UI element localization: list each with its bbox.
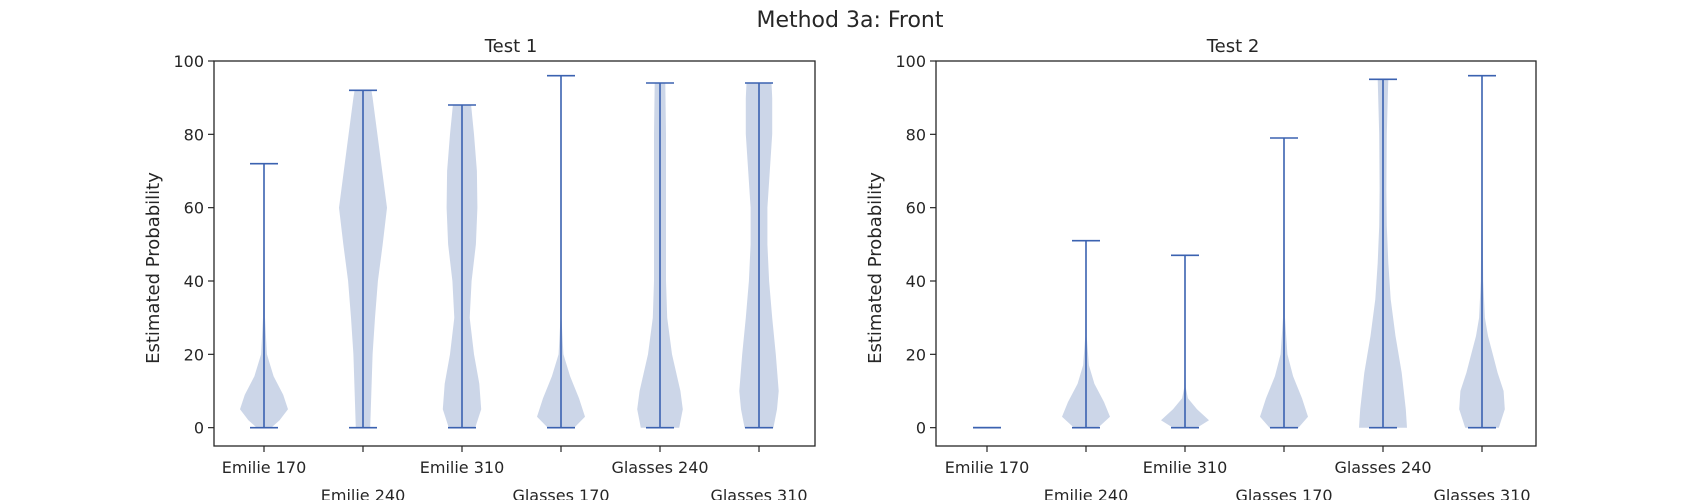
test-1-x-tick-label: Glasses 310: [710, 486, 807, 500]
test-1-y-tick-label: 40: [184, 272, 204, 291]
test-1-y-tick-label: 20: [184, 345, 204, 364]
test-2-x-tick-label: Glasses 240: [1334, 458, 1431, 477]
test-2-y-tick-label: 80: [906, 125, 926, 144]
test-1-y-ticks: 0 20 40 60 80 100: [173, 52, 214, 438]
test-1-x-tick-label: Emilie 240: [321, 486, 406, 500]
test-1-panel: Test 1 Estimated Probability 0 20 40 60 80 10…: [143, 36, 816, 500]
test-1-x-ticks: Emilie 170 Emilie 240 Emilie 310 Glasses 17…: [222, 446, 808, 500]
test-2-y-ticks: 0 20 40 60 80 100: [895, 52, 936, 438]
test-1-title: Test 1: [484, 36, 538, 57]
test-2-axes-frame: [935, 60, 1537, 447]
test-1-x-tick-label: Emilie 310: [420, 458, 505, 477]
test-1-y-tick-label: 0: [194, 419, 204, 438]
test-2-x-tick-label: Emilie 170: [945, 458, 1030, 477]
test-2-x-tick-label: Emilie 310: [1143, 458, 1228, 477]
test-2-panel: Test 2 Estimated Probability 0 20 40 60 80 10…: [865, 36, 1537, 500]
test-2-x-tick-label: Emilie 240: [1044, 486, 1129, 500]
test-2-y-tick-label: 0: [916, 419, 926, 438]
test-2-title: Test 2: [1206, 36, 1260, 57]
test-2-y-tick-label: 100: [895, 52, 926, 71]
test-1-x-tick-label: Glasses 170: [512, 486, 609, 500]
test-1-y-tick-label: 100: [173, 52, 204, 71]
test-2-x-tick-label: Glasses 170: [1235, 486, 1332, 500]
test-2-ylabel: Estimated Probability: [865, 172, 886, 364]
test-1-violins: [240, 74, 779, 429]
figure-title: Method 3a: Front: [756, 8, 943, 33]
test-1-ylabel: Estimated Probability: [143, 172, 164, 364]
test-1-x-tick-label: Glasses 240: [611, 458, 708, 477]
test-1-y-tick-label: 60: [184, 199, 204, 218]
test-2-y-tick-label: 40: [906, 272, 926, 291]
test-2-y-tick-label: 20: [906, 345, 926, 364]
test-1-y-tick-label: 80: [184, 125, 204, 144]
test-2-x-tick-label: Glasses 310: [1433, 486, 1530, 500]
test-1-x-tick-label: Emilie 170: [222, 458, 307, 477]
test-2-y-tick-label: 60: [906, 199, 926, 218]
test-1-axes-frame: [213, 60, 816, 447]
test-2-violins: [973, 74, 1505, 429]
test-2-x-ticks: Emilie 170 Emilie 240 Emilie 310 Glasses 17…: [945, 446, 1531, 500]
